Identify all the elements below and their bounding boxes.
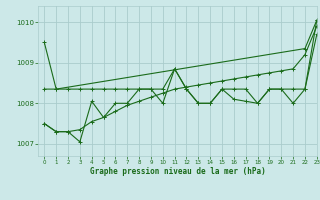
X-axis label: Graphe pression niveau de la mer (hPa): Graphe pression niveau de la mer (hPa) [90,167,266,176]
